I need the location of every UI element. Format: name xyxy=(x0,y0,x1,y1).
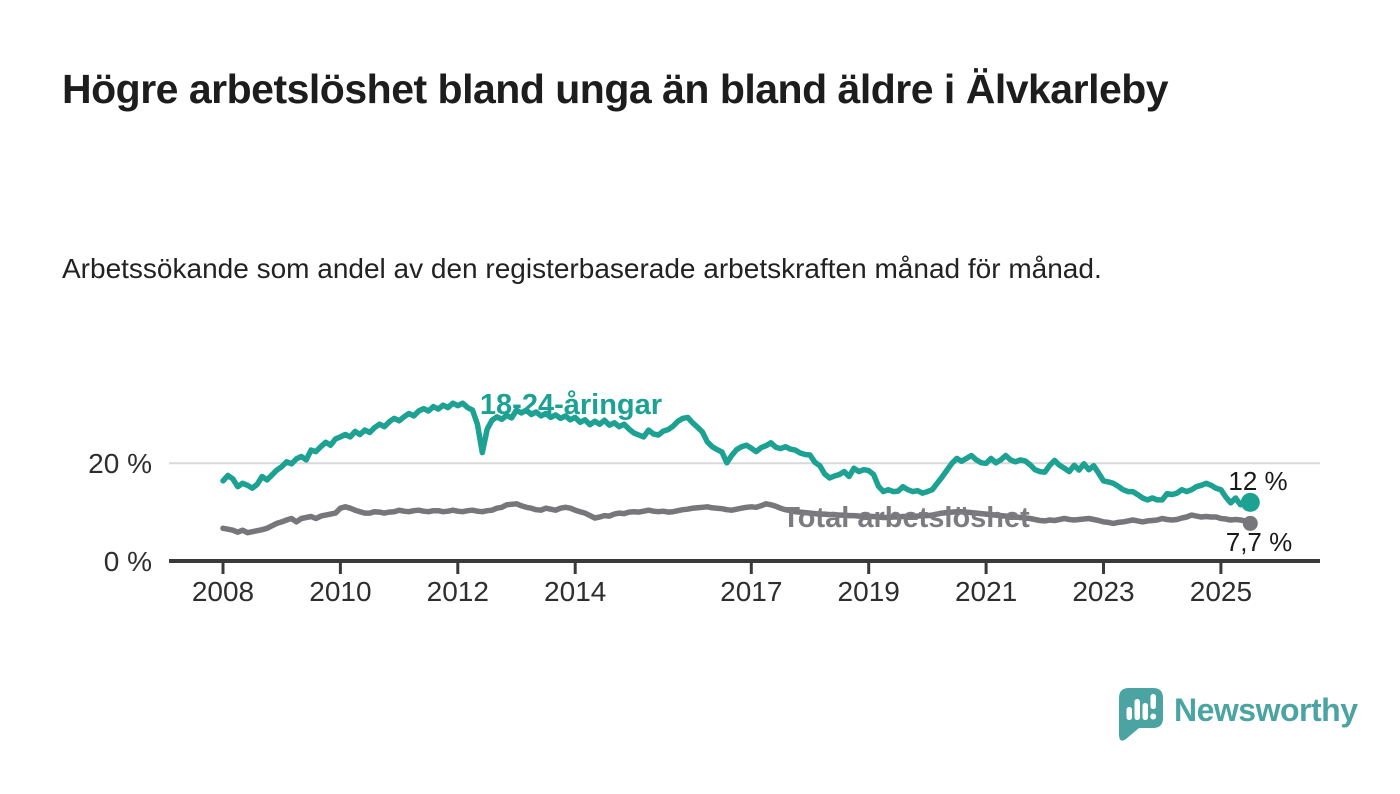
logo-exclamation-bar xyxy=(1150,694,1156,709)
logo-bar-3 xyxy=(1142,703,1148,720)
x-tick-label: 2008 xyxy=(192,576,254,607)
x-tick-label: 2017 xyxy=(720,576,782,607)
brand-footer: Newsworthy xyxy=(1116,684,1376,744)
newsworthy-logo-icon xyxy=(1119,688,1163,741)
youth-series-label: 18-24-åringar xyxy=(480,389,662,421)
chart-subtitle: Arbetssökande som andel av den registerb… xyxy=(62,253,1102,284)
x-tick-label: 2010 xyxy=(309,576,371,607)
x-tick-label: 2012 xyxy=(427,576,489,607)
total-end-dot xyxy=(1242,515,1258,531)
logo-exclamation-dot xyxy=(1150,713,1157,720)
brand-name: Newsworthy xyxy=(1174,692,1358,728)
x-ticks xyxy=(221,561,1223,574)
x-tick-label: 2023 xyxy=(1072,576,1134,607)
y-tick-label-0: 0 % xyxy=(104,546,152,577)
x-tick-label: 2021 xyxy=(955,576,1017,607)
youth-line xyxy=(220,400,1254,508)
x-tick-label: 2025 xyxy=(1190,576,1252,607)
x-tick-label: 2019 xyxy=(838,576,900,607)
total-end-value: 7,7 % xyxy=(1226,527,1293,557)
x-tick-labels: 2008 2010 2012 2014 2017 2019 2021 2023 2025 xyxy=(192,576,1252,607)
logo-bar-1 xyxy=(1126,707,1132,720)
y-tick-label-20: 20 % xyxy=(88,448,152,479)
x-tick-label: 2014 xyxy=(544,576,606,607)
logo-bar-2 xyxy=(1134,699,1140,720)
total-series-label: Total arbetslöshet xyxy=(782,502,1030,534)
page-title: Högre arbetslöshet bland unga än bland ä… xyxy=(62,66,1169,112)
speech-bubble-shape xyxy=(1119,688,1163,741)
youth-end-dot xyxy=(1240,492,1260,512)
total-line xyxy=(220,501,1254,536)
youth-end-value: 12 % xyxy=(1228,466,1287,496)
